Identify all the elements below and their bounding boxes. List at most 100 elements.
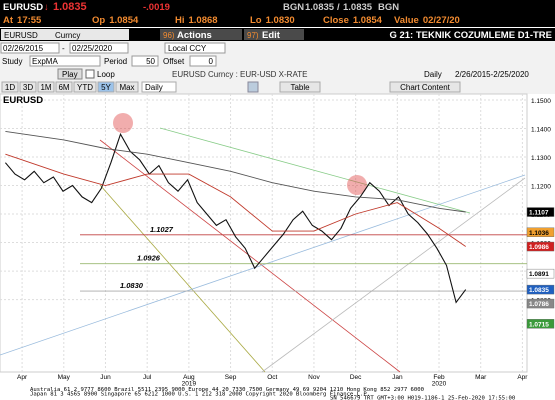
quote-value: 1.0854	[109, 15, 139, 26]
dash: -	[62, 44, 65, 53]
y-tick-label: 1.1500	[531, 98, 551, 105]
x-tick-label: Jan	[392, 374, 403, 381]
end-date: 02/25/2020	[72, 44, 113, 53]
price-tag	[526, 268, 555, 279]
start-box[interactable]	[0, 42, 60, 54]
price-tag	[526, 207, 555, 217]
price-tag-label: 1.0786	[529, 301, 549, 308]
x-tick-label: May	[58, 374, 71, 381]
end-box[interactable]	[69, 42, 129, 54]
quote-label: At	[3, 15, 14, 26]
chart-title: EURUSD Curncy : EUR-USD X-RATE	[172, 70, 307, 79]
ask-source: BGN	[378, 2, 399, 13]
y-tick-label: 1.1300	[531, 155, 551, 162]
year-label: 2020	[432, 381, 447, 388]
quote-value: 02/27/20	[423, 15, 460, 26]
start-date: 02/26/2015	[3, 44, 44, 53]
price-tag	[526, 241, 555, 252]
period-label: Max	[119, 83, 134, 92]
x-tick-label: Nov	[308, 374, 320, 381]
quote-label: Lo	[250, 15, 262, 26]
x-tick-label: Jul	[143, 374, 152, 381]
play-button[interactable]	[57, 68, 83, 80]
actions-button[interactable]	[160, 29, 242, 40]
period-box[interactable]	[131, 55, 159, 67]
actions-number: 96)	[163, 31, 175, 40]
footer-line: Japan 81 3 4565 8900 Singapore 65 6212 1…	[30, 392, 370, 398]
period-button[interactable]	[37, 81, 55, 93]
frequency-dropdown[interactable]	[141, 81, 177, 93]
highlight-circle	[113, 113, 133, 133]
price-tag	[526, 319, 555, 329]
offset: 0	[209, 57, 214, 66]
table-button[interactable]	[279, 81, 321, 93]
plot-area	[0, 93, 528, 373]
security-box[interactable]	[1, 29, 129, 40]
quote-label: Value	[394, 15, 419, 26]
footer-line: Australia 61 2 9777 8600 Brazil 5511 239…	[30, 387, 424, 393]
chart-content-button[interactable]	[389, 81, 461, 93]
trend-line	[99, 139, 401, 373]
x-tick-label: Apr	[517, 374, 528, 381]
price-tag-label: 1.0986	[529, 244, 549, 251]
period-button[interactable]	[19, 81, 37, 93]
quote-value: 1.0854	[353, 15, 383, 26]
level-label: 1.1027	[150, 225, 174, 234]
price-tag	[526, 298, 555, 309]
down-arrow: ↓	[44, 2, 49, 13]
quote-label: Op	[92, 15, 105, 26]
drawings	[0, 113, 526, 373]
offset-label: Offset	[163, 57, 185, 66]
period-button[interactable]	[97, 81, 115, 93]
x-tick-label: Oct	[267, 374, 277, 381]
price-line	[5, 130, 466, 213]
ask: 1.0835	[343, 2, 373, 13]
frequency: Daily	[424, 70, 442, 79]
y-tick-label: 1.1200	[531, 184, 551, 191]
play: Play	[62, 70, 78, 79]
x-tick-label: Mar	[475, 374, 487, 381]
price-tag-label: 1.0891	[529, 271, 549, 278]
study: ExpMA	[32, 57, 58, 66]
x-tick-label: Sep	[225, 374, 237, 381]
chart-content: Chart Content	[400, 83, 451, 92]
x-tick-label: Apr	[17, 374, 28, 381]
price-tag-label: 1.0835	[529, 287, 549, 294]
header-bg	[0, 0, 555, 27]
currency: Local CCY	[168, 44, 207, 53]
period-button[interactable]	[1, 81, 19, 93]
trend-line	[159, 127, 471, 214]
period-button[interactable]	[55, 81, 73, 93]
period-label: YTD	[77, 83, 93, 92]
loop-checkbox[interactable]	[85, 69, 95, 79]
actions: Actions	[177, 30, 212, 41]
trend-line	[261, 177, 526, 373]
footer-line: SN 546679 TRT GMT+3:00 H019-1186-1 25-Fe…	[330, 396, 515, 400]
period-label: 3D	[23, 83, 33, 92]
x-tick-label: Aug	[183, 374, 195, 381]
offset-box[interactable]	[189, 55, 217, 67]
period-button[interactable]	[115, 81, 139, 93]
price-tag-label: 1.0715	[529, 321, 549, 328]
edit-button[interactable]	[244, 29, 304, 40]
period: 50	[146, 57, 155, 66]
icon-button[interactable]	[247, 81, 259, 93]
price-line	[5, 153, 466, 247]
period-label: 5Y	[101, 83, 111, 92]
security: EURUSD	[4, 31, 38, 40]
edit: Edit	[262, 30, 281, 41]
separator: /	[337, 2, 340, 13]
period-label: 6M	[58, 83, 69, 92]
level-label: 1.0830	[120, 281, 144, 290]
footer: Australia 61 2 9777 8600 Brazil 5511 239…	[30, 387, 515, 400]
change: -.0019	[143, 2, 170, 13]
price-tag-label: 1.1107	[529, 210, 549, 217]
period-button[interactable]	[73, 81, 97, 93]
bid-source: BGN	[283, 2, 304, 13]
x-tick-label: Dec	[350, 374, 362, 381]
study-box[interactable]	[29, 55, 101, 67]
quote-row: At 17:55 Op 1.0854 Hi 1.0868 Lo 1.0830 Close 1.08…	[3, 15, 460, 26]
highlight-circle	[347, 175, 367, 195]
currency-box[interactable]	[164, 42, 226, 54]
